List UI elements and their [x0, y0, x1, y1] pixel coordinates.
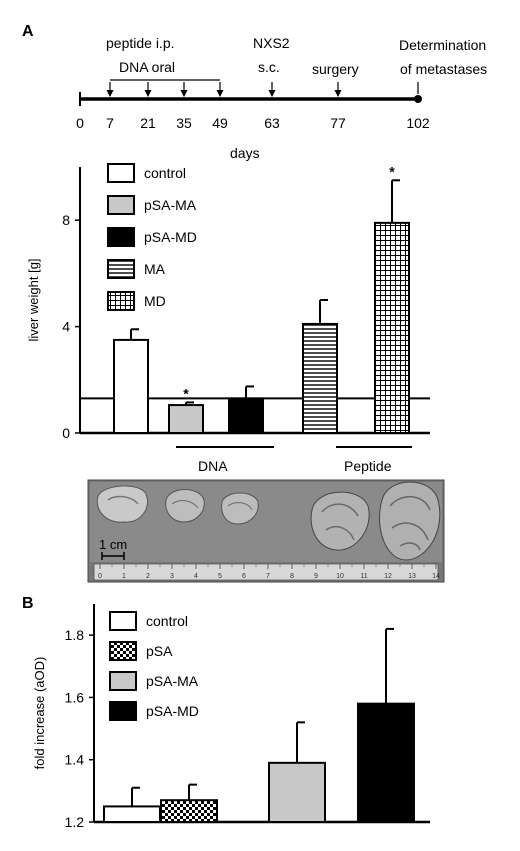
annotation-sc: s.c. [258, 59, 280, 75]
bar-psa-md [228, 397, 264, 435]
y-axis-label: liver weight [g] [26, 258, 41, 341]
annotation-surgery: surgery [312, 61, 359, 77]
ruler-tick-label: 5 [218, 573, 222, 580]
liver-control [96, 485, 148, 523]
scale-bar-label: 1 cm [99, 537, 127, 552]
ruler-ticks: 0 1 2 3 4 5 6 7 8 9 10 11 12 13 14 [98, 564, 440, 580]
legend-label-ma: MA [144, 261, 166, 277]
legend-swatch-md [107, 291, 135, 311]
legend-swatch-control [107, 163, 135, 183]
bar-control [103, 805, 161, 824]
ruler-tick-label: 9 [314, 573, 318, 580]
timeline-endpoint [414, 95, 422, 103]
timeline: 0 7 21 35 49 63 77 102 peptide i.p. DNA oral NX… [76, 35, 487, 161]
timeline-tick-label: 35 [176, 115, 192, 131]
legend-label-control: control [146, 613, 188, 629]
ruler-tick-label: 0 [98, 573, 102, 580]
ruler-tick-label: 13 [408, 573, 416, 580]
timeline-tick-label: 7 [106, 115, 114, 131]
legend-swatch-psa-ma [109, 671, 137, 691]
timeline-tick-label: 21 [140, 115, 156, 131]
legend-swatch-psa-ma [107, 195, 135, 215]
liver-md [379, 481, 441, 561]
timeline-tick-labels: 0 7 21 35 49 63 77 102 [76, 115, 430, 131]
legend-label-psa-ma: pSA-MA [144, 197, 197, 213]
ruler-tick-label: 12 [384, 573, 392, 580]
timeline-tick-label: 63 [264, 115, 280, 131]
bar-control [113, 338, 149, 434]
panel-a-label: A [22, 23, 34, 40]
timeline-arrowhead-49 [216, 90, 224, 97]
ruler-tick-label: 3 [170, 573, 174, 580]
y-tick-label: 1.4 [65, 752, 85, 768]
ruler-tick-label: 14 [432, 573, 440, 580]
liver-photo: 1 cm 0 1 2 3 4 5 6 7 8 9 10 11 12 13 14 [87, 479, 445, 583]
timeline-tick-label: 49 [212, 115, 228, 131]
legend-swatch-psa-md [107, 227, 135, 247]
ruler-tick-label: 6 [242, 573, 246, 580]
bar-psa-ma [168, 404, 204, 435]
liver-psa-ma [165, 489, 205, 523]
bar-psa-ma [268, 761, 326, 823]
timeline-arrowhead-7 [106, 90, 114, 97]
ruler-tick-label: 2 [146, 573, 150, 580]
annotation-nxs2: NXS2 [253, 35, 290, 51]
timeline-tick-label: 102 [406, 115, 430, 131]
y-tick-label: 0 [62, 425, 70, 441]
ruler-tick-label: 4 [194, 573, 198, 580]
timeline-tick-label: 77 [330, 115, 346, 131]
timeline-tick-label: 0 [76, 115, 84, 131]
significance-marker: * [183, 385, 189, 401]
ruler [93, 563, 439, 581]
y-tick-label: 4 [62, 319, 70, 335]
bar-psa [160, 799, 218, 824]
liver-psa-md [221, 492, 259, 525]
y-tick-label: 8 [62, 212, 70, 228]
timeline-arrowhead-21 [144, 90, 152, 97]
timeline-arrowhead-77 [334, 90, 342, 97]
panel-b-label: B [22, 595, 34, 612]
y-tick-label: 1.8 [65, 627, 85, 643]
ruler-tick-label: 7 [266, 573, 270, 580]
legend-label-psa-md: pSA-MD [146, 703, 199, 719]
legend-label-psa-md: pSA-MD [144, 229, 197, 245]
legend-swatch-psa-md [109, 701, 137, 721]
ruler-tick-label: 11 [360, 573, 367, 580]
legend-label-psa: pSA [146, 643, 173, 659]
bar-md [374, 221, 410, 434]
liver-ma [310, 491, 370, 551]
annotation-determination: Determination [399, 37, 486, 53]
significance-marker: * [389, 163, 395, 179]
ruler-tick-label: 8 [290, 573, 294, 580]
ruler-tick-label: 1 [122, 573, 126, 580]
legend-swatch-ma [107, 259, 135, 279]
chart-fold-increase: 1.2 1.4 1.6 1.8 fold increase (aOD) control pS… [32, 604, 430, 830]
annotation-dna-oral: DNA oral [119, 59, 175, 75]
timeline-axis-label: days [230, 145, 260, 161]
chart-liver-weight: 0 4 8 liver weight [g] * * control pSA-MA pSA-MD… [26, 163, 430, 441]
legend-swatch-control [109, 611, 137, 631]
bar-ma [302, 322, 338, 434]
y-tick-label: 1.6 [65, 689, 85, 705]
legend-swatch-psa [109, 641, 137, 661]
timeline-arrowhead-63 [268, 90, 276, 97]
ruler-tick-label: 10 [336, 573, 344, 580]
bar-psa-md [357, 702, 415, 824]
y-tick-label: 1.2 [65, 814, 85, 830]
legend-label-md: MD [144, 293, 166, 309]
peptide-group-label: Peptide [344, 458, 392, 474]
timeline-arrowhead-35 [180, 90, 188, 97]
timeline-arrows [106, 82, 419, 97]
annotation-peptide: peptide i.p. [106, 35, 175, 51]
legend-label-control: control [144, 165, 186, 181]
dna-group-label: DNA [198, 458, 228, 474]
annotation-metastases: of metastases [400, 61, 487, 77]
legend-label-psa-ma: pSA-MA [146, 673, 199, 689]
y-axis-label: fold increase (aOD) [32, 657, 47, 770]
